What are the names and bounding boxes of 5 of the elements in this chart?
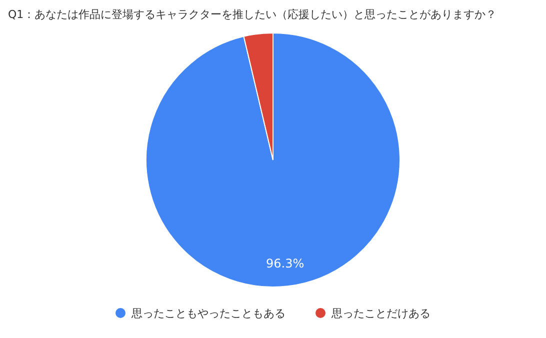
pie-slice <box>146 32 400 288</box>
legend-label: 思ったことだけある <box>330 307 430 320</box>
data-label: 96.3% <box>266 256 304 270</box>
legend-label: 思ったこともやったこともある <box>130 307 286 320</box>
chart-title: Q1：あなたは作品に登場するキャラクターを推したい（応援したい）と思ったことがありますか？ <box>8 8 497 21</box>
